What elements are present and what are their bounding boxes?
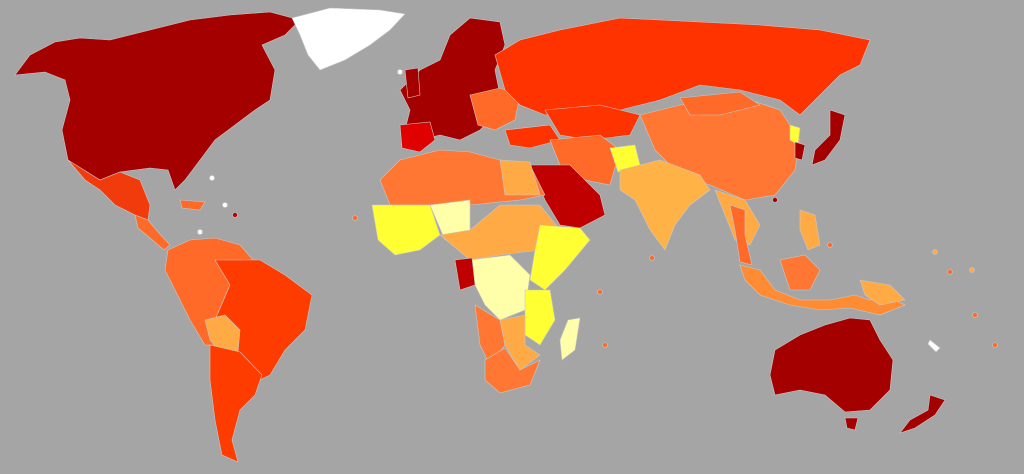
new-zealand [899, 394, 946, 434]
island [947, 269, 953, 275]
thailand [729, 204, 753, 266]
australia [769, 317, 894, 413]
congo-basin [469, 254, 531, 321]
south-africa [484, 347, 541, 394]
madagascar [559, 317, 581, 361]
island [602, 342, 608, 348]
island [827, 242, 833, 248]
island [972, 312, 978, 318]
island [932, 249, 938, 255]
eastern-europe [469, 87, 521, 131]
japan [811, 109, 846, 166]
argentina-chile [209, 344, 263, 463]
island [209, 175, 215, 181]
island [969, 267, 975, 273]
island [597, 289, 603, 295]
papua [859, 279, 906, 306]
iberia [399, 121, 436, 153]
new-caledonia [927, 339, 941, 353]
uk [404, 67, 421, 99]
caribbean [179, 199, 206, 211]
island [197, 229, 203, 235]
central-america [134, 214, 171, 251]
south-korea [794, 141, 806, 161]
island [352, 215, 358, 221]
tasmania [844, 417, 859, 431]
island [649, 255, 655, 261]
mongolia [679, 91, 761, 116]
turkey [504, 124, 561, 149]
india [619, 159, 711, 251]
arabia [529, 164, 606, 229]
island [772, 197, 778, 203]
kazakhstan [544, 104, 641, 141]
island [222, 202, 228, 208]
greenland [291, 7, 406, 71]
horn-east-africa [529, 224, 591, 291]
island [397, 69, 403, 75]
island [992, 342, 998, 348]
philippines [799, 209, 821, 251]
southern-africa-mid [499, 314, 541, 371]
gabon [454, 257, 476, 291]
island [232, 212, 238, 218]
egypt [499, 159, 541, 196]
borneo-malaysia [779, 254, 821, 291]
